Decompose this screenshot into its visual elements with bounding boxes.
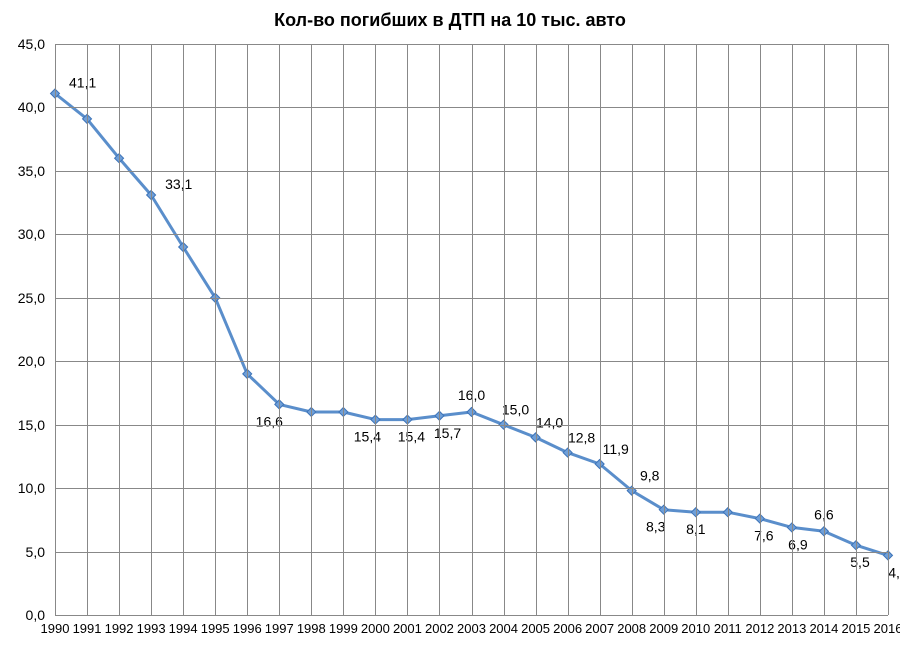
x-tick-label: 2003	[454, 621, 490, 636]
y-tick-label: 40,0	[0, 99, 45, 115]
gridline-v	[87, 44, 88, 615]
x-tick-label: 1992	[101, 621, 137, 636]
x-tick-label: 2016	[870, 621, 900, 636]
data-label: 8,3	[646, 519, 666, 535]
gridline-v	[311, 44, 312, 615]
data-label: 33,1	[165, 176, 192, 192]
x-tick-label: 2014	[806, 621, 842, 636]
gridline-v	[55, 44, 56, 615]
chart-svg: 41,133,116,615,415,415,716,015,014,012,8…	[0, 0, 900, 658]
data-label: 11,9	[603, 441, 629, 457]
gridline-v	[407, 44, 408, 615]
gridline-v	[119, 44, 120, 615]
data-label: 15,4	[354, 429, 381, 445]
x-tick-label: 2007	[582, 621, 618, 636]
data-label: 12,8	[568, 430, 595, 446]
y-tick-label: 45,0	[0, 36, 45, 52]
data-label: 15,7	[434, 425, 461, 441]
data-label: 7,6	[754, 528, 774, 544]
y-tick-label: 15,0	[0, 417, 45, 433]
chart-container: Кол-во погибших в ДТП на 10 тыс. авто 41…	[0, 0, 900, 658]
x-tick-label: 2008	[614, 621, 650, 636]
gridline-v	[888, 44, 889, 615]
data-label: 4,7	[888, 564, 900, 580]
gridline-v	[760, 44, 761, 615]
data-label: 14,0	[536, 414, 563, 430]
x-tick-label: 2006	[550, 621, 586, 636]
gridline-v	[439, 44, 440, 615]
x-tick-label: 2011	[710, 621, 746, 636]
gridline-v	[664, 44, 665, 615]
x-tick-label: 1999	[325, 621, 361, 636]
x-tick-label: 1995	[197, 621, 233, 636]
gridline-v	[696, 44, 697, 615]
y-tick-label: 10,0	[0, 480, 45, 496]
data-label: 9,8	[640, 468, 660, 484]
x-tick-label: 2001	[389, 621, 425, 636]
chart-title: Кол-во погибших в ДТП на 10 тыс. авто	[0, 10, 900, 31]
gridline-v	[824, 44, 825, 615]
gridline-v	[856, 44, 857, 615]
gridline-v	[279, 44, 280, 615]
gridline-h	[55, 615, 888, 616]
gridline-v	[728, 44, 729, 615]
x-tick-label: 1993	[133, 621, 169, 636]
gridline-v	[215, 44, 216, 615]
gridline-v	[600, 44, 601, 615]
y-tick-label: 35,0	[0, 163, 45, 179]
gridline-v	[632, 44, 633, 615]
x-tick-label: 1994	[165, 621, 201, 636]
gridline-v	[151, 44, 152, 615]
x-tick-label: 2009	[646, 621, 682, 636]
data-label: 15,4	[398, 429, 425, 445]
x-tick-label: 2002	[421, 621, 457, 636]
x-tick-label: 2010	[678, 621, 714, 636]
x-tick-label: 1991	[69, 621, 105, 636]
y-tick-label: 20,0	[0, 353, 45, 369]
gridline-v	[568, 44, 569, 615]
gridline-v	[472, 44, 473, 615]
data-label: 5,5	[850, 554, 870, 570]
y-tick-label: 30,0	[0, 226, 45, 242]
gridline-v	[792, 44, 793, 615]
x-tick-label: 2015	[838, 621, 874, 636]
x-tick-label: 2013	[774, 621, 810, 636]
x-tick-label: 1998	[293, 621, 329, 636]
x-tick-label: 1990	[37, 621, 73, 636]
gridline-v	[183, 44, 184, 615]
x-tick-label: 2012	[742, 621, 778, 636]
x-tick-label: 2000	[357, 621, 393, 636]
y-tick-label: 5,0	[0, 544, 45, 560]
y-tick-label: 25,0	[0, 290, 45, 306]
data-label: 41,1	[69, 75, 96, 91]
x-tick-label: 2005	[518, 621, 554, 636]
data-label: 15,0	[502, 402, 529, 418]
x-tick-label: 1996	[229, 621, 265, 636]
x-tick-label: 2004	[486, 621, 522, 636]
gridline-v	[375, 44, 376, 615]
x-tick-label: 1997	[261, 621, 297, 636]
gridline-v	[247, 44, 248, 615]
gridline-v	[343, 44, 344, 615]
gridline-v	[536, 44, 537, 615]
gridline-v	[504, 44, 505, 615]
